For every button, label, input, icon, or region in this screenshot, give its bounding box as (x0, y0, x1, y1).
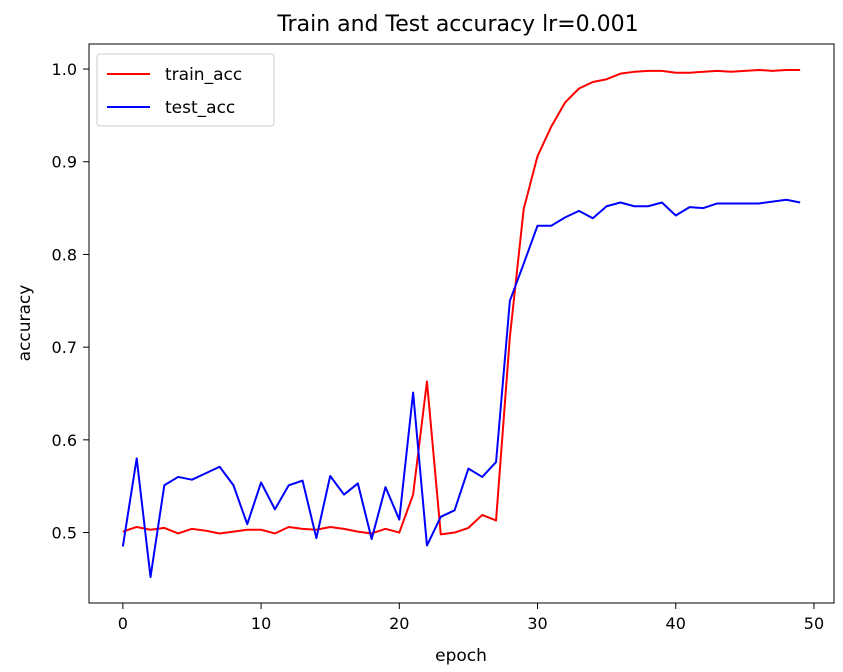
x-tick-label: 30 (527, 614, 547, 633)
y-axis-ticks: 0.5 0.6 0.7 0.8 0.9 1.0 (52, 60, 89, 543)
legend-label-train-acc: train_acc (165, 65, 242, 85)
x-tick-label: 50 (804, 614, 824, 633)
y-tick-label: 0.9 (52, 153, 77, 172)
series-line-test-acc (121, 198, 801, 579)
y-tick-label: 1.0 (52, 60, 77, 79)
x-axis-ticks: 0 10 20 30 40 50 (118, 603, 824, 633)
legend: train_acc test_acc (96, 53, 275, 127)
series-line-train-acc (122, 68, 801, 536)
plot-area (88, 43, 835, 604)
legend-label-test-acc: test_acc (165, 98, 235, 118)
y-tick-label: 0.7 (52, 338, 77, 357)
y-axis-label: accuracy (15, 285, 35, 362)
y-tick-label: 0.6 (52, 431, 77, 450)
x-tick-label: 10 (251, 614, 271, 633)
series-layer (121, 68, 801, 579)
x-axis-label: epoch (435, 646, 487, 666)
y-tick-label: 0.8 (52, 245, 77, 264)
chart-title: Train and Test accuracy lr=0.001 (276, 12, 638, 37)
x-tick-label: 0 (118, 614, 128, 633)
y-tick-label: 0.5 (52, 524, 77, 543)
x-tick-label: 40 (666, 614, 686, 633)
x-tick-label: 20 (389, 614, 409, 633)
